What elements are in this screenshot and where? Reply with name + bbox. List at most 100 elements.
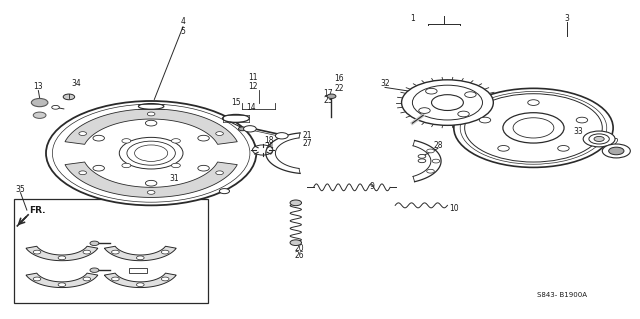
Circle shape bbox=[111, 277, 119, 281]
Circle shape bbox=[147, 112, 155, 116]
Circle shape bbox=[198, 165, 209, 171]
Circle shape bbox=[419, 108, 430, 114]
Circle shape bbox=[609, 147, 624, 155]
Circle shape bbox=[172, 163, 180, 168]
Circle shape bbox=[161, 250, 169, 254]
Circle shape bbox=[426, 88, 437, 94]
Circle shape bbox=[327, 94, 336, 99]
Circle shape bbox=[90, 241, 99, 246]
Circle shape bbox=[216, 171, 223, 175]
Polygon shape bbox=[65, 109, 237, 144]
Circle shape bbox=[465, 94, 602, 162]
Circle shape bbox=[589, 134, 609, 144]
Circle shape bbox=[216, 132, 223, 136]
Circle shape bbox=[401, 80, 493, 125]
Text: FR.: FR. bbox=[29, 206, 45, 215]
Text: 24: 24 bbox=[264, 142, 274, 151]
Text: 34: 34 bbox=[72, 79, 81, 88]
Circle shape bbox=[412, 85, 483, 120]
Circle shape bbox=[252, 145, 273, 155]
Circle shape bbox=[79, 171, 86, 175]
Polygon shape bbox=[104, 246, 176, 261]
Circle shape bbox=[31, 99, 48, 107]
Text: 26: 26 bbox=[295, 251, 305, 260]
Polygon shape bbox=[26, 273, 98, 287]
Circle shape bbox=[239, 127, 246, 131]
Circle shape bbox=[458, 111, 469, 117]
Circle shape bbox=[147, 190, 155, 194]
Circle shape bbox=[557, 145, 569, 151]
Circle shape bbox=[136, 256, 144, 260]
Circle shape bbox=[503, 113, 564, 143]
Text: 10: 10 bbox=[449, 204, 459, 213]
Circle shape bbox=[136, 283, 144, 286]
Bar bbox=[14, 199, 209, 303]
Text: 3: 3 bbox=[565, 14, 570, 23]
Circle shape bbox=[145, 180, 157, 186]
Text: 12: 12 bbox=[248, 82, 258, 91]
Circle shape bbox=[198, 135, 209, 141]
Circle shape bbox=[602, 144, 630, 158]
Circle shape bbox=[220, 189, 230, 194]
Circle shape bbox=[172, 139, 180, 143]
Circle shape bbox=[46, 101, 256, 205]
Circle shape bbox=[244, 126, 256, 132]
Circle shape bbox=[460, 92, 607, 164]
Circle shape bbox=[122, 139, 131, 143]
Circle shape bbox=[290, 200, 301, 206]
Circle shape bbox=[290, 240, 301, 246]
Text: 35: 35 bbox=[15, 185, 26, 194]
Text: 2: 2 bbox=[614, 137, 619, 147]
Text: 19: 19 bbox=[264, 147, 274, 156]
Circle shape bbox=[33, 250, 41, 254]
Circle shape bbox=[431, 95, 463, 110]
Circle shape bbox=[63, 94, 75, 100]
Circle shape bbox=[90, 268, 99, 272]
Text: 22: 22 bbox=[334, 84, 344, 93]
Circle shape bbox=[93, 135, 104, 141]
Circle shape bbox=[275, 133, 288, 139]
Circle shape bbox=[58, 256, 66, 260]
Circle shape bbox=[594, 137, 604, 141]
Circle shape bbox=[93, 165, 104, 171]
Polygon shape bbox=[65, 162, 237, 197]
Circle shape bbox=[83, 250, 91, 254]
Text: 27: 27 bbox=[303, 139, 312, 148]
Circle shape bbox=[479, 117, 491, 123]
Text: 15: 15 bbox=[231, 98, 241, 107]
Circle shape bbox=[498, 145, 509, 151]
Text: 1: 1 bbox=[410, 14, 415, 23]
Text: 13: 13 bbox=[33, 82, 43, 91]
Text: 33: 33 bbox=[573, 127, 583, 136]
Polygon shape bbox=[26, 246, 98, 261]
Circle shape bbox=[432, 159, 440, 163]
Circle shape bbox=[83, 277, 91, 281]
Text: 31: 31 bbox=[170, 174, 180, 183]
Text: 21: 21 bbox=[303, 131, 312, 140]
Text: 17: 17 bbox=[323, 89, 333, 98]
Text: 23: 23 bbox=[323, 97, 333, 106]
Circle shape bbox=[56, 106, 246, 201]
Text: S843- B1900A: S843- B1900A bbox=[537, 292, 587, 298]
Circle shape bbox=[79, 132, 86, 136]
Text: 28: 28 bbox=[433, 141, 443, 150]
Circle shape bbox=[465, 92, 476, 97]
Text: 9: 9 bbox=[370, 182, 374, 191]
Ellipse shape bbox=[223, 115, 249, 122]
Circle shape bbox=[33, 277, 41, 281]
Text: 5: 5 bbox=[180, 27, 186, 36]
Text: 20: 20 bbox=[295, 243, 305, 253]
Circle shape bbox=[454, 88, 613, 167]
Circle shape bbox=[418, 159, 426, 163]
Text: 14: 14 bbox=[246, 103, 256, 112]
Circle shape bbox=[583, 131, 615, 147]
Circle shape bbox=[427, 149, 435, 153]
Circle shape bbox=[161, 277, 169, 281]
Text: 11: 11 bbox=[248, 73, 258, 82]
Text: 32: 32 bbox=[380, 79, 390, 88]
Circle shape bbox=[119, 137, 183, 169]
Circle shape bbox=[58, 283, 66, 286]
Circle shape bbox=[52, 105, 60, 109]
Polygon shape bbox=[104, 273, 176, 287]
Circle shape bbox=[145, 120, 157, 126]
